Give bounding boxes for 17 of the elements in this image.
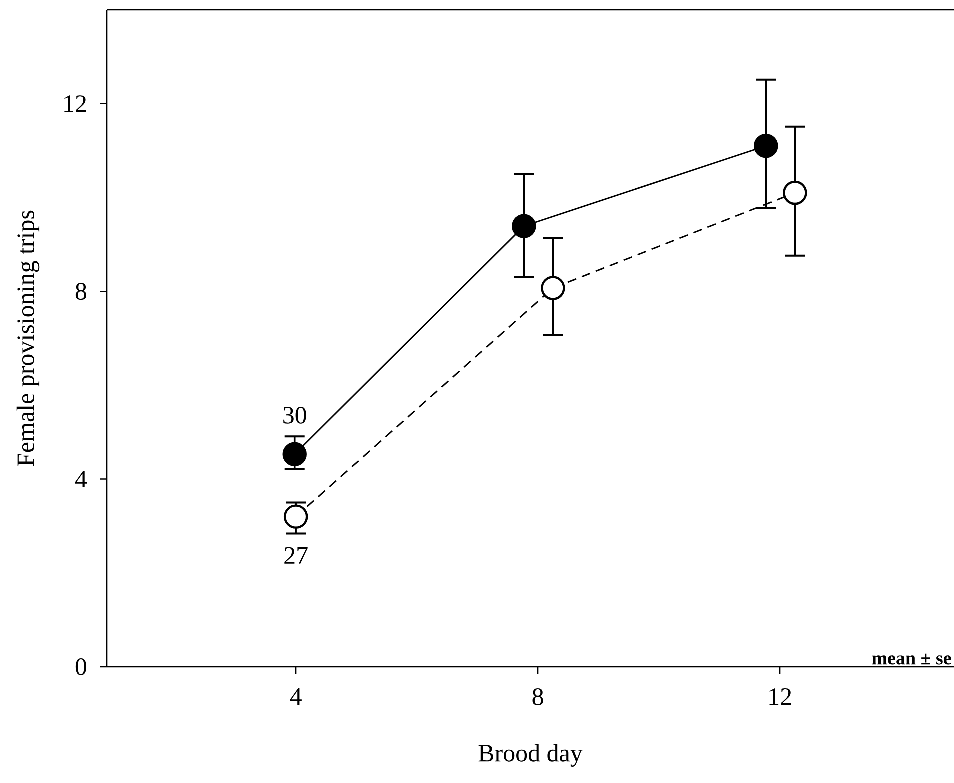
point bbox=[783, 180, 808, 206]
annotation: 30 bbox=[284, 407, 306, 424]
annotation: mean ± se bbox=[872, 654, 952, 665]
y-tick-label: 0 bbox=[76, 658, 87, 676]
annotation: 27 bbox=[284, 547, 308, 564]
y-axis-title: Female provisioning trips bbox=[16, 210, 40, 466]
point bbox=[282, 442, 307, 466]
x-tick-label: 12 bbox=[770, 688, 792, 706]
x-axis-title: Brood day bbox=[478, 744, 583, 767]
point bbox=[754, 134, 778, 158]
y-tick-label: 8 bbox=[76, 283, 87, 300]
y-tick-label: 12 bbox=[64, 96, 86, 112]
x-tick-label: 8 bbox=[532, 688, 544, 706]
y-tick-label: 4 bbox=[75, 471, 88, 488]
x-tick-label: 4 bbox=[290, 688, 302, 705]
point bbox=[541, 276, 566, 300]
point bbox=[512, 214, 536, 238]
